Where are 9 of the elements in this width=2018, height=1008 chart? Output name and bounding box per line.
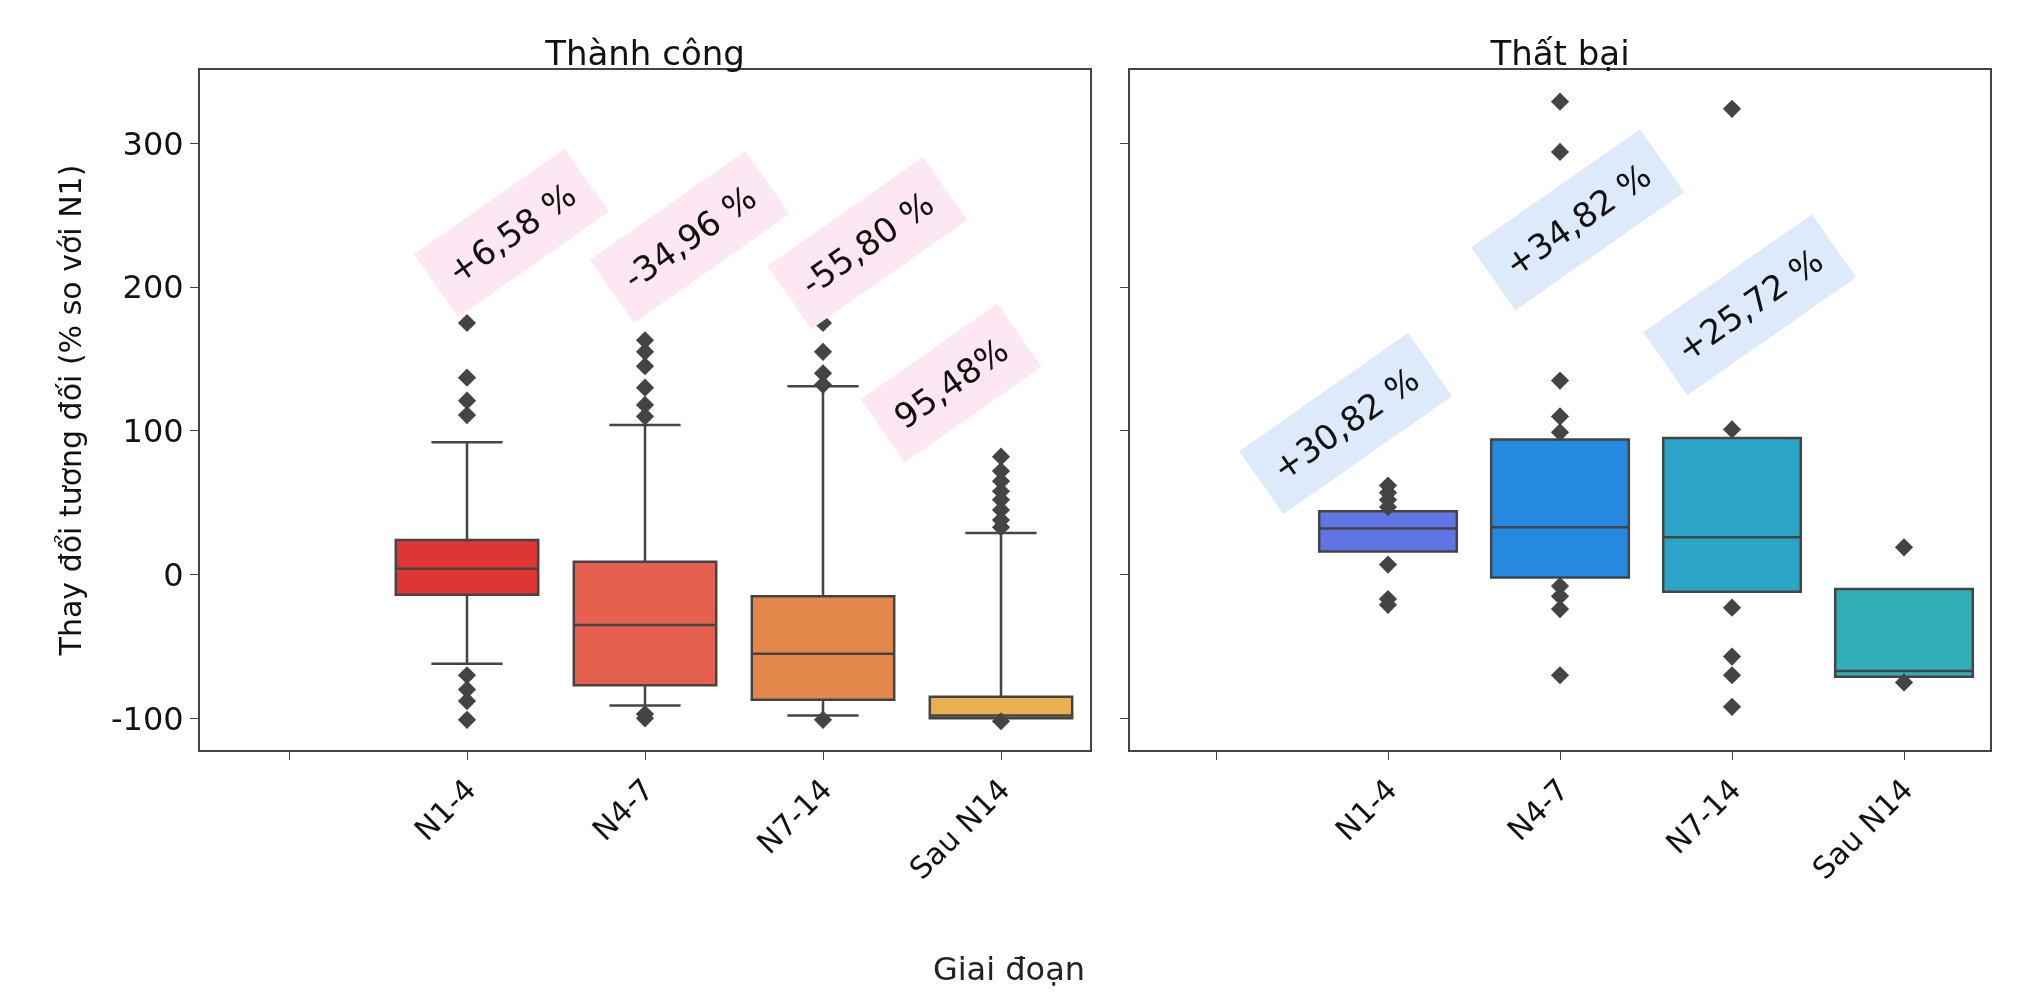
x-axis-title: Giai đoạn <box>931 950 1087 988</box>
y-axis-title: Thay đổi tương đối (% so với N1) <box>53 164 89 657</box>
y-tick-label: 200 <box>122 268 184 307</box>
y-tick-label: 0 <box>163 555 184 594</box>
y-tick-label: 100 <box>122 412 184 451</box>
chart-title: Thất bại <box>1489 32 1630 73</box>
chart-title: Thành công <box>544 32 745 73</box>
y-tick-label: -100 <box>110 699 184 738</box>
y-tick-label: 300 <box>122 124 184 163</box>
